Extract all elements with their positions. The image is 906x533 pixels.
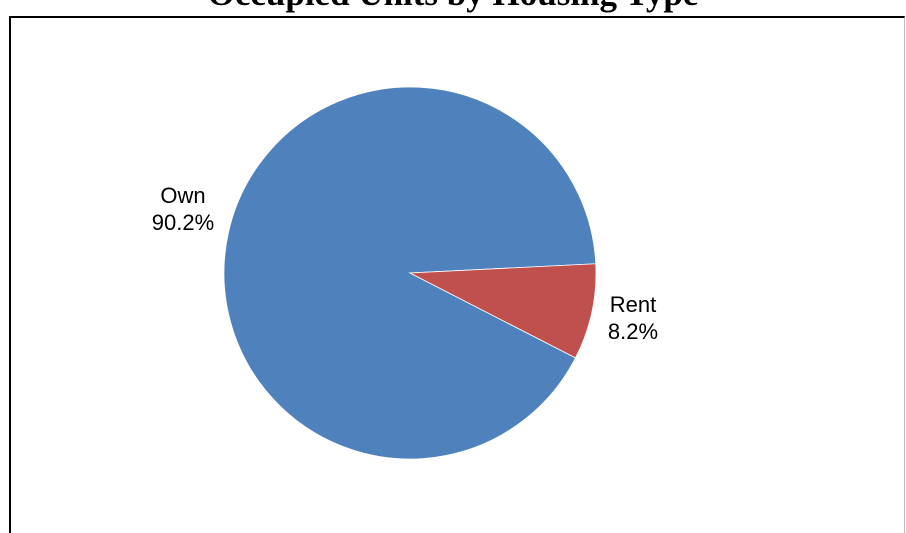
chart-title: Occupied Units by Housing Type	[0, 0, 906, 14]
pie-slice-rent	[408, 263, 597, 359]
slice-label-rent: Rent	[610, 292, 656, 317]
pie-slices	[223, 86, 597, 460]
slice-label-own: Own	[160, 183, 205, 208]
chart-area-border	[9, 16, 905, 533]
slice-value-own: 90.2%	[152, 210, 214, 235]
slice-value-rent: 8.2%	[608, 319, 658, 344]
